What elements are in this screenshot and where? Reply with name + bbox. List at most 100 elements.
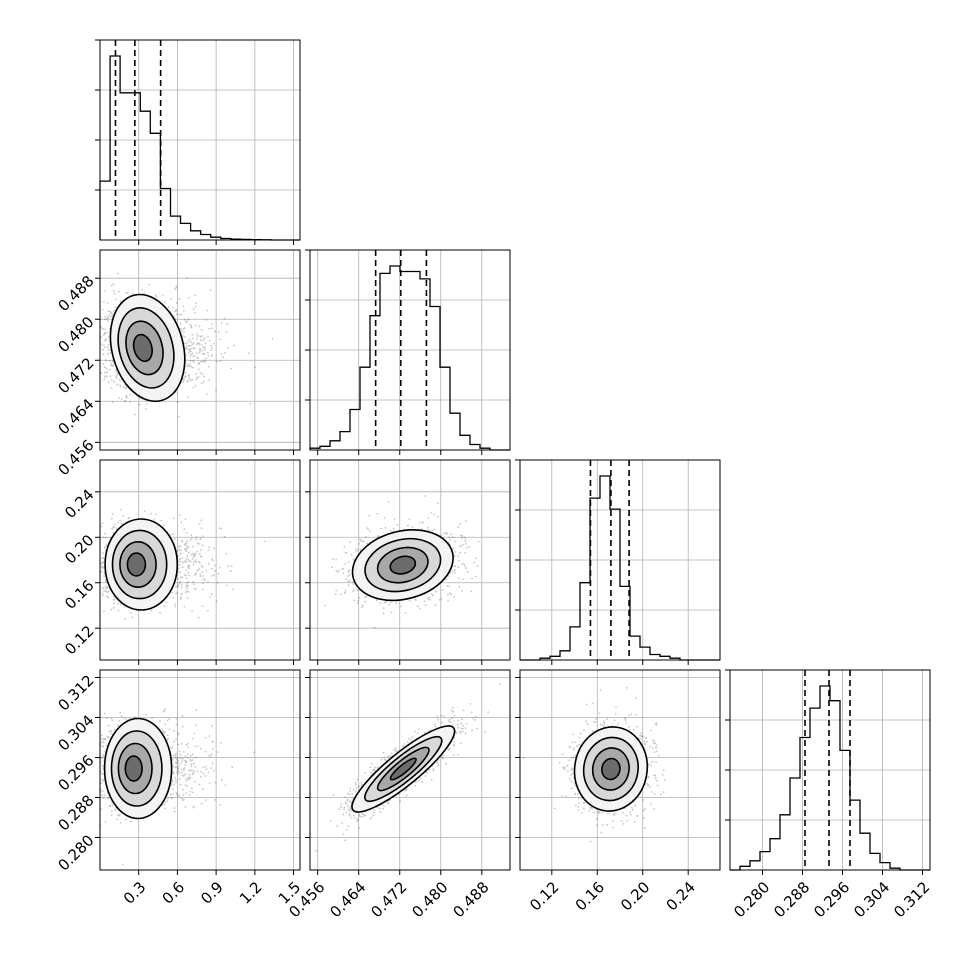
scatter-point (389, 529, 392, 532)
scatter-point (379, 602, 382, 605)
scatter-point (97, 552, 99, 554)
scatter-point (359, 538, 362, 541)
scatter-point (110, 608, 113, 611)
scatter-point (95, 535, 97, 537)
scatter-point (181, 566, 184, 568)
scatter-point (460, 536, 463, 539)
scatter-point (201, 373, 204, 376)
scatter-point (387, 603, 390, 606)
scatter-point (119, 300, 122, 302)
scatter-point (202, 535, 204, 538)
scatter-point (115, 306, 117, 309)
scatter-point (108, 348, 110, 351)
scatter-point (344, 589, 347, 592)
scatter-point (223, 317, 226, 320)
scatter-point (195, 572, 197, 575)
scatter-point (116, 372, 119, 375)
scatter-point (445, 578, 448, 581)
scatter-point (183, 330, 185, 333)
scatter-point (211, 567, 214, 570)
scatter-point (101, 327, 104, 330)
scatter-point (396, 523, 399, 526)
scatter-point (194, 384, 197, 387)
scatter-point (95, 556, 97, 558)
panel-frame (99, 249, 301, 451)
scatter-point (103, 610, 105, 613)
scatter-point (150, 512, 152, 515)
scatter-point (429, 598, 432, 601)
scatter-point (185, 591, 187, 594)
scatter-point (94, 597, 96, 599)
scatter-point (167, 306, 170, 308)
scatter-point (92, 565, 94, 567)
scatter-point (112, 364, 115, 366)
scatter-point (347, 580, 350, 583)
scatter-point (207, 562, 210, 565)
scatter-point (169, 534, 172, 536)
scatter-point (180, 313, 183, 316)
scatter-point (101, 592, 104, 595)
scatter-point (179, 322, 182, 325)
scatter-point (209, 289, 212, 291)
scatter-point (185, 532, 188, 535)
scatter-point (184, 518, 187, 521)
scatter-point (112, 526, 115, 529)
scatter-point (436, 515, 439, 518)
scatter-point (117, 602, 119, 605)
scatter-point (107, 381, 110, 384)
scatter-point (104, 290, 106, 292)
scatter-point (215, 360, 218, 363)
scatter-point (182, 305, 185, 308)
scatter-point (127, 517, 130, 520)
scatter-point (210, 327, 213, 330)
scatter-point (174, 605, 177, 608)
scatter-point (184, 372, 187, 375)
scatter-point (123, 386, 125, 389)
scatter-point (126, 291, 129, 294)
scatter-point (187, 296, 190, 299)
scatter-point (185, 561, 188, 563)
scatter-point (198, 560, 200, 563)
scatter-point (191, 333, 194, 336)
scatter-point (103, 575, 105, 577)
scatter-point (225, 584, 228, 587)
scatter-point (193, 355, 196, 357)
scatter-point (458, 577, 461, 579)
scatter-point (106, 302, 109, 305)
scatter-point (356, 549, 359, 552)
scatter-point (91, 580, 93, 582)
scatter-point (190, 326, 192, 329)
scatter-point (200, 382, 203, 385)
scatter-point (194, 573, 197, 576)
scatter-point (448, 536, 450, 539)
scatter-point (218, 566, 221, 569)
scatter-point (101, 348, 104, 351)
scatter-point (335, 558, 337, 561)
scatter-point (103, 366, 106, 369)
scatter-point (446, 593, 449, 596)
scatter-point (187, 564, 190, 567)
scatter-point (163, 605, 166, 608)
scatter-point (195, 338, 198, 341)
scatter-point (461, 563, 464, 565)
scatter-point (214, 330, 217, 333)
scatter-point (107, 343, 110, 346)
scatter-point (414, 598, 417, 601)
scatter-point (125, 395, 127, 398)
scatter-point (189, 344, 192, 347)
histogram-step (309, 265, 510, 451)
scatter-point (441, 589, 444, 591)
scatter-point (104, 328, 107, 331)
scatter-point (430, 593, 433, 595)
scatter-point (186, 581, 189, 584)
scatter-point (189, 350, 192, 353)
scatter-point (194, 538, 197, 540)
scatter-point (191, 352, 194, 355)
scatter-point (183, 318, 186, 321)
scatter-point (181, 541, 184, 543)
scatter-point (111, 365, 114, 368)
scatter-point (447, 599, 450, 602)
scatter-point (427, 598, 429, 600)
scatter-point (214, 570, 216, 572)
scatter-point (349, 580, 352, 582)
